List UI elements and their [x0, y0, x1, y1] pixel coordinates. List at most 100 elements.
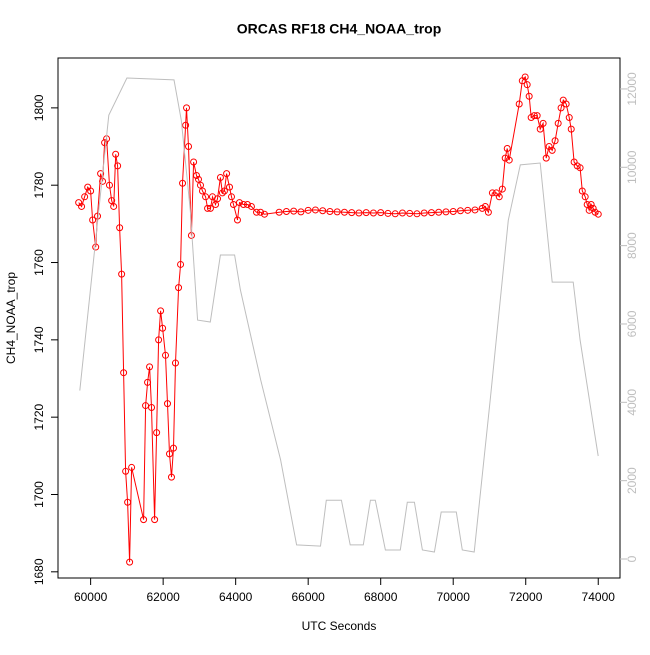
chart-title: ORCAS RF18 CH4_NOAA_trop: [237, 21, 442, 37]
data-point: [206, 204, 214, 212]
data-point: [89, 216, 97, 224]
data-point: [235, 199, 243, 207]
data-point: [565, 114, 573, 122]
data-point: [377, 209, 385, 217]
data-point: [260, 210, 268, 218]
data-point: [576, 164, 584, 172]
y2-tick-label: 4000: [625, 389, 639, 416]
y-tick-label: 1680: [32, 558, 46, 585]
data-point: [159, 324, 167, 332]
data-point: [148, 404, 156, 412]
y2-tick-label: 8000: [625, 232, 639, 259]
y-tick-label: 1800: [32, 94, 46, 121]
data-point: [140, 516, 148, 524]
data-point: [87, 187, 95, 195]
data-point: [536, 125, 544, 133]
data-point: [554, 119, 562, 127]
y2-tick-label: 6000: [625, 310, 639, 337]
data-point: [505, 156, 513, 164]
data-point: [319, 207, 327, 215]
x-tick-label: 70000: [437, 590, 471, 604]
data-point: [503, 144, 511, 152]
y2-tick-label: 10000: [625, 150, 639, 184]
data-point: [589, 204, 597, 212]
data-point: [369, 209, 377, 217]
y-tick-label: 1700: [32, 481, 46, 508]
series-line: [78, 75, 599, 563]
data-point: [157, 307, 165, 315]
data-point: [456, 207, 464, 215]
data-point: [179, 179, 187, 187]
data-point: [153, 429, 161, 437]
x-tick-label: 68000: [364, 590, 398, 604]
data-point: [171, 359, 179, 367]
data-point: [442, 208, 450, 216]
data-point: [471, 206, 479, 214]
x-axis-label: UTC Seconds: [302, 619, 377, 633]
data-point: [348, 209, 356, 217]
data-point: [340, 208, 348, 216]
data-point: [114, 162, 122, 170]
data-point: [183, 104, 191, 112]
data-point: [539, 119, 547, 127]
data-point: [495, 193, 503, 201]
data-point: [257, 208, 265, 216]
data-point: [413, 210, 421, 218]
data-point: [515, 100, 523, 108]
data-point: [481, 202, 489, 210]
data-point: [542, 154, 550, 162]
data-point: [190, 158, 198, 166]
data-point: [435, 208, 443, 216]
data-point: [533, 112, 541, 120]
data-point: [81, 193, 89, 201]
x-tick-label: 60000: [74, 590, 108, 604]
data-point: [551, 137, 559, 145]
series-line: [79, 77, 599, 553]
data-point: [202, 193, 210, 201]
data-point: [193, 172, 201, 180]
data-point: [177, 260, 185, 268]
y-tick-label: 1740: [32, 326, 46, 353]
data-point: [525, 92, 533, 100]
data-point: [290, 207, 298, 215]
data-point: [214, 195, 222, 203]
x-tick-label: 64000: [219, 590, 253, 604]
data-point: [282, 207, 290, 215]
data-point: [105, 181, 113, 189]
data-point: [175, 284, 183, 292]
x-tick-label: 62000: [146, 590, 180, 604]
data-point: [464, 206, 472, 214]
x-tick-label: 72000: [509, 590, 543, 604]
data-point: [578, 187, 586, 195]
data-point: [548, 146, 556, 154]
y2-tick-label: 0: [625, 555, 639, 562]
data-point: [226, 183, 234, 191]
data-point: [146, 363, 154, 371]
data-point: [163, 400, 171, 408]
data-point: [594, 210, 602, 218]
data-point: [169, 444, 177, 452]
data-point: [78, 202, 86, 210]
y-tick-label: 1760: [32, 249, 46, 276]
data-point: [420, 209, 428, 217]
data-point: [398, 209, 406, 217]
data-point: [384, 209, 392, 217]
data-point: [304, 206, 312, 214]
data-point: [128, 463, 136, 471]
data-point: [562, 100, 570, 108]
x-tick-label: 74000: [582, 590, 616, 604]
data-point: [498, 185, 506, 193]
y2-tick-label: 2000: [625, 467, 639, 494]
data-point: [239, 201, 247, 209]
data-point: [233, 216, 241, 224]
data-point: [162, 351, 170, 359]
data-point: [218, 189, 226, 197]
y2-tick-label: 12000: [625, 72, 639, 106]
data-point: [97, 170, 105, 178]
data-point: [229, 201, 237, 209]
data-point: [449, 207, 457, 215]
data-point: [391, 210, 399, 218]
x-tick-label: 66000: [291, 590, 325, 604]
data-point: [142, 402, 150, 410]
